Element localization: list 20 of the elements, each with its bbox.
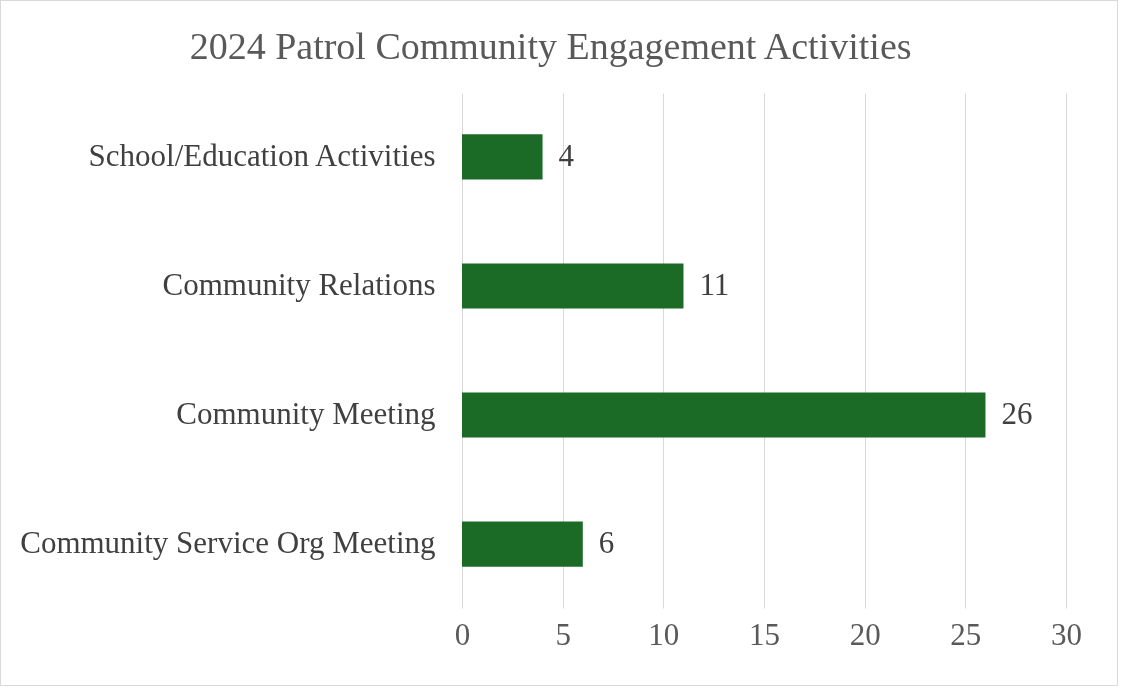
y-tick-label: Community Service Org Meeting (20, 525, 436, 561)
x-tick-label: 5 (555, 616, 571, 652)
y-tick-label: Community Relations (162, 266, 436, 302)
x-tick-label: 25 (950, 616, 982, 652)
bar (462, 134, 543, 180)
data-label: 4 (558, 137, 575, 173)
data-label: 11 (699, 266, 730, 302)
data-label: 26 (1001, 396, 1033, 432)
x-tick-label: 20 (849, 616, 881, 652)
y-tick-label: Community Meeting (176, 396, 436, 432)
x-tick-label: 15 (749, 616, 780, 652)
data-label: 6 (598, 525, 615, 561)
y-tick-label: School/Education Activities (88, 137, 436, 173)
x-tick-label: 30 (1051, 616, 1082, 652)
bar (462, 521, 583, 567)
x-tick-label: 0 (454, 616, 471, 652)
x-tick-label: 10 (648, 616, 680, 652)
chart-title: 2024 Patrol Community Engagement Activities (189, 25, 912, 67)
bar (462, 263, 684, 309)
bar (462, 392, 986, 438)
